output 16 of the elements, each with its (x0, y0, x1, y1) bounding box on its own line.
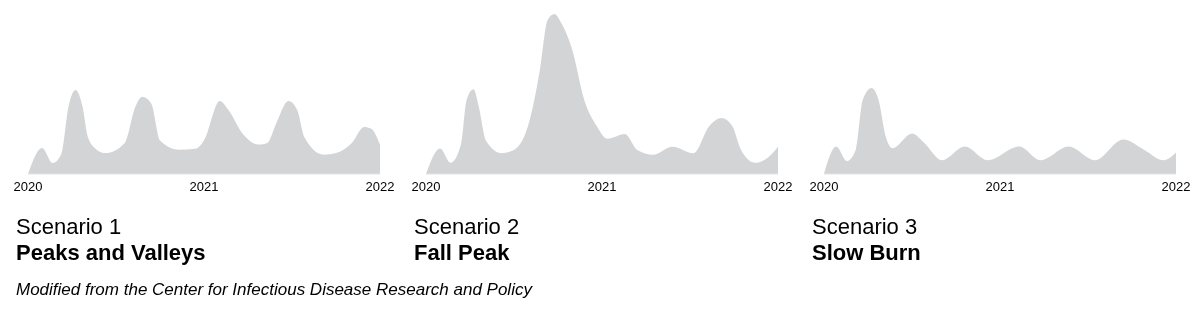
x-tick-label: 2020 (809, 179, 839, 195)
text: Slow Burn (812, 240, 922, 266)
text: Scenario 1 (16, 214, 123, 240)
x-tick-label: 2021 (189, 179, 219, 195)
text: Peaks and Valleys (16, 240, 207, 266)
text: Modified from the Center for Infectious Disease Research and Policy (16, 280, 534, 300)
x-tick-label: 2022 (365, 179, 395, 195)
text: Scenario 3 (812, 214, 919, 240)
x-tick-label: 2021 (985, 179, 1015, 195)
text: Fall Peak (414, 240, 511, 266)
x-tick-label: 2021 (587, 179, 617, 195)
x-tick-label: 2022 (763, 179, 793, 195)
text: Scenario 2 (414, 214, 521, 240)
x-tick-label: 2022 (1161, 179, 1191, 195)
x-tick-label: 2020 (411, 179, 441, 195)
x-tick-label: 2020 (13, 179, 43, 195)
